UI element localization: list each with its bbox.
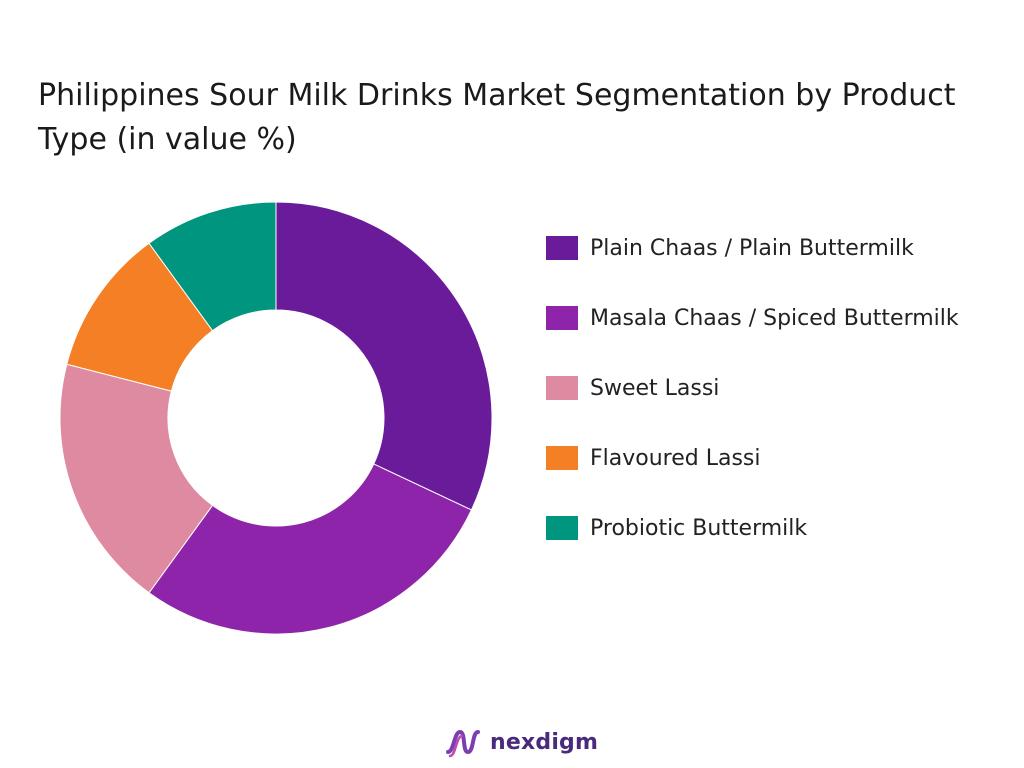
brand-name: nexdigm (490, 729, 599, 755)
legend-label: Probiotic Buttermilk (590, 515, 808, 541)
legend-item: Sweet Lassi (546, 375, 959, 401)
legend-item: Probiotic Buttermilk (546, 515, 959, 541)
legend-item: Plain Chaas / Plain Buttermilk (546, 235, 959, 261)
legend-item: Masala Chaas / Spiced Buttermilk (546, 305, 959, 331)
chart-legend: Plain Chaas / Plain Buttermilk Masala Cha… (546, 236, 959, 586)
legend-label: Plain Chaas / Plain Buttermilk (590, 235, 914, 261)
donut-slice-1 (275, 201, 493, 511)
brand-footer: nexdigm (444, 722, 598, 762)
donut-slice-5 (148, 201, 277, 332)
legend-swatch (546, 236, 578, 260)
chart-title: Philippines Sour Milk Drinks Market Segm… (38, 78, 956, 157)
legend-swatch (546, 516, 578, 540)
donut-slice-2 (148, 463, 473, 635)
legend-swatch (546, 446, 578, 470)
legend-swatch (546, 306, 578, 330)
legend-label: Flavoured Lassi (590, 445, 761, 471)
legend-label: Masala Chaas / Spiced Buttermilk (590, 305, 959, 331)
donut-chart (59, 201, 493, 635)
donut-slice-3 (59, 363, 214, 594)
legend-item: Flavoured Lassi (546, 445, 959, 471)
nexdigm-logo-icon (446, 729, 480, 758)
legend-label: Sweet Lassi (590, 375, 720, 401)
legend-swatch (546, 376, 578, 400)
